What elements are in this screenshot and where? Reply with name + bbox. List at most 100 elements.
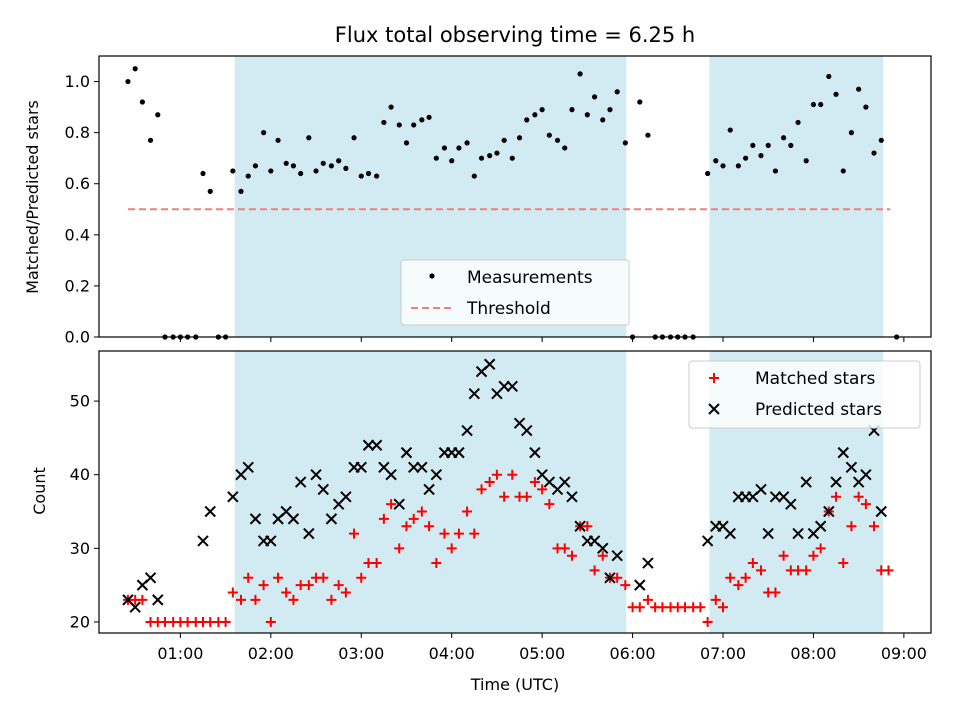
count-data-point — [769, 491, 782, 503]
ratio-y-tick-label: 0.6 — [65, 174, 90, 193]
count-x-tick-label: 05:00 — [519, 644, 565, 663]
ratio-data-point — [381, 119, 387, 126]
count-data-point — [408, 513, 419, 524]
count-data-point — [612, 572, 623, 583]
ratio-data-point — [471, 173, 477, 179]
count-data-point — [770, 587, 781, 598]
ratio-data-point — [727, 127, 733, 133]
ratio-data-point — [871, 150, 877, 156]
ratio-data-point — [772, 168, 779, 174]
count-data-point — [755, 483, 767, 496]
count-data-point — [355, 461, 367, 474]
count-data-point — [453, 446, 465, 459]
count-data-point — [235, 594, 246, 605]
ratio-data-point — [546, 132, 552, 138]
count-data-point — [529, 446, 541, 459]
ratio-data-point — [863, 104, 869, 110]
count-data-point — [362, 439, 375, 451]
ratio-data-point — [833, 91, 839, 97]
count-data-point — [227, 587, 238, 598]
ratio-data-point — [306, 135, 312, 141]
count-y-axis-label: Count — [30, 467, 49, 515]
count-x-tick-label: 09:00 — [881, 644, 927, 663]
ratio-data-point — [788, 142, 794, 149]
count-data-point — [317, 483, 329, 496]
ratio-data-point — [343, 165, 349, 171]
count-data-point — [814, 520, 827, 532]
count-data-point — [634, 602, 645, 613]
count-data-point — [431, 558, 442, 569]
chart-title: Flux total observing time = 6.25 h — [335, 23, 695, 47]
ratio-data-point — [803, 158, 809, 164]
count-data-point — [762, 527, 774, 540]
count-data-point — [642, 594, 653, 605]
count-data-point — [469, 528, 480, 539]
count-x-tick-label: 02:00 — [248, 644, 294, 663]
ratio-data-point — [283, 160, 289, 166]
count-data-point — [642, 557, 654, 569]
ratio-data-point — [810, 101, 817, 108]
count-data-point — [695, 602, 706, 613]
ratio-data-point — [230, 168, 236, 174]
ratio-y-tick-label: 0.0 — [65, 328, 90, 347]
count-data-point — [371, 558, 382, 569]
count-axes-frame — [98, 350, 932, 634]
count-data-point — [416, 461, 428, 474]
count-data-point — [582, 521, 593, 532]
ratio-data-point — [516, 135, 523, 141]
ratio-y-tick-label: 0.4 — [65, 225, 90, 244]
count-data-point — [243, 572, 254, 583]
ratio-data-point — [818, 101, 824, 108]
count-data-point — [491, 469, 502, 480]
count-data-point — [755, 565, 766, 576]
count-data-point — [468, 387, 481, 400]
count-data-point — [869, 521, 880, 532]
count-data-point — [281, 587, 292, 598]
count-series-matched-stars — [122, 469, 894, 627]
ratio-data-point — [614, 89, 620, 95]
ratio-data-point — [238, 188, 244, 194]
count-data-point — [356, 572, 367, 583]
ratio-data-point — [433, 155, 439, 161]
ratio-panel: 0.0 0.2 0.4 0.6 0.8 1.0 Measurements Threshold — [65, 55, 932, 347]
ratio-data-point — [780, 135, 787, 141]
count-data-point — [823, 505, 835, 518]
ratio-data-point — [275, 137, 281, 143]
ratio-data-point — [155, 112, 161, 118]
ratio-data-point — [139, 99, 146, 105]
legend-plus-marker — [709, 373, 719, 383]
ratio-data-point — [758, 153, 764, 159]
ratio-data-point — [358, 173, 364, 179]
count-data-point — [430, 468, 443, 481]
ratio-legend: Measurements Threshold — [400, 259, 630, 326]
count-x-tick-label: 03:00 — [338, 644, 384, 663]
ratio-data-point — [600, 117, 606, 123]
ratio-data-point — [765, 142, 771, 149]
count-data-point — [310, 468, 322, 481]
count-data-point — [400, 446, 413, 459]
count-data-point — [860, 499, 871, 510]
count-data-point — [566, 491, 578, 503]
count-series-predicted-stars — [122, 358, 887, 613]
ratio-data-point — [396, 122, 402, 128]
count-data-point — [287, 513, 300, 525]
count-data-point — [740, 572, 751, 583]
count-data-point — [340, 587, 351, 598]
ratio-data-point — [290, 163, 297, 169]
count-data-point — [378, 513, 389, 524]
count-data-point — [875, 505, 887, 518]
count-data-point — [333, 580, 344, 591]
count-x-tick-label: 07:00 — [700, 644, 746, 663]
ratio-data-point — [539, 107, 545, 113]
ratio-data-point — [795, 119, 801, 126]
count-data-point — [416, 506, 427, 517]
count-data-point — [830, 476, 842, 488]
count-data-point — [815, 543, 826, 554]
count-data-point — [792, 527, 804, 540]
count-x-tick-label: 04:00 — [429, 644, 475, 663]
legend-measurements-marker — [429, 273, 435, 279]
ratio-data-point — [207, 188, 213, 194]
count-data-point — [589, 565, 600, 576]
count-data-point — [710, 594, 721, 605]
ratio-data-point — [478, 155, 485, 161]
